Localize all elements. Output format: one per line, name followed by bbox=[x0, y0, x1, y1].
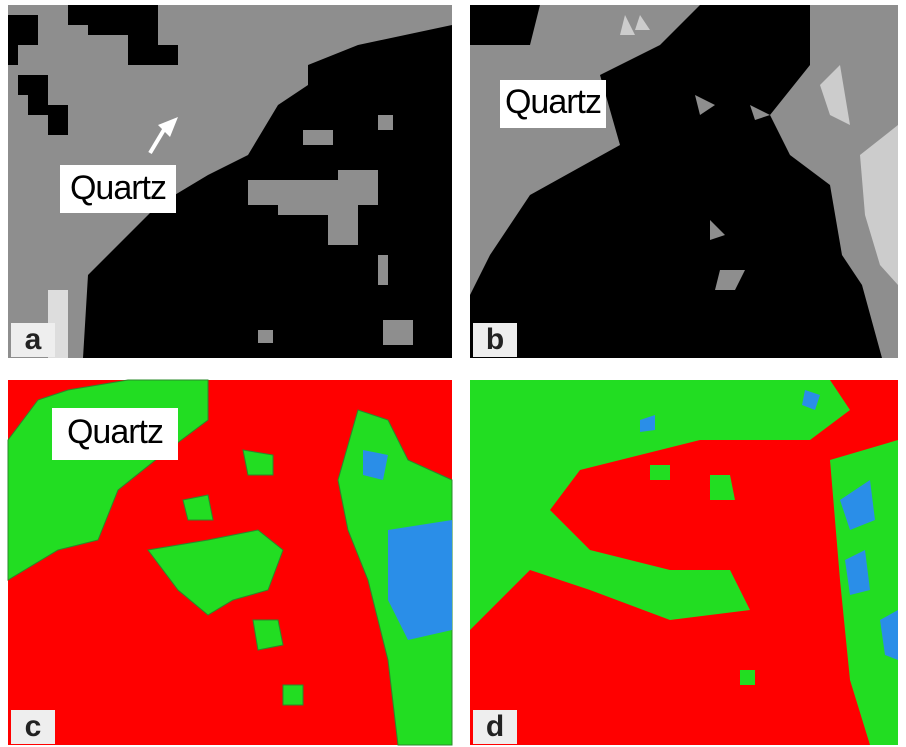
annotation: Quartz bbox=[70, 169, 166, 207]
panel-d: d bbox=[470, 380, 898, 745]
annotation: Quartz bbox=[67, 413, 163, 451]
panel-a: Quartz a bbox=[8, 5, 452, 358]
annotation: Quartz bbox=[505, 83, 601, 121]
panel-b: Quartz b bbox=[470, 5, 898, 358]
panel-label: b bbox=[486, 323, 504, 356]
figure: Quartz a Quartz b Quartz c d bbox=[0, 0, 906, 747]
panel-label: a bbox=[25, 323, 42, 356]
panel-c: Quartz c bbox=[8, 380, 452, 745]
panel-label: c bbox=[25, 710, 42, 743]
panel-label: d bbox=[486, 710, 504, 743]
